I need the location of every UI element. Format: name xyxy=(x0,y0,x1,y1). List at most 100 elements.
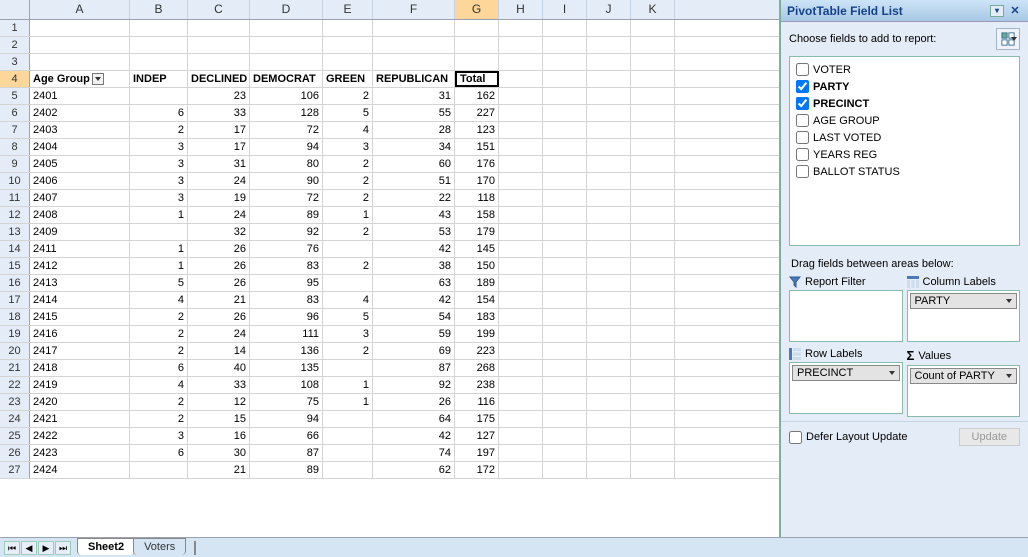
cell[interactable]: 51 xyxy=(373,173,455,189)
cell[interactable] xyxy=(631,394,675,410)
cell[interactable] xyxy=(631,411,675,427)
row-labels-area[interactable]: PRECINCT xyxy=(789,362,903,414)
field-item-voter[interactable]: VOTER xyxy=(794,61,1015,78)
cell[interactable]: 94 xyxy=(250,139,323,155)
cell[interactable]: 6 xyxy=(130,445,188,461)
cell[interactable]: 5 xyxy=(323,309,373,325)
cell[interactable]: DECLINED xyxy=(188,71,250,87)
cell[interactable] xyxy=(455,37,499,53)
cell[interactable]: DEMOCRAT xyxy=(250,71,323,87)
cell[interactable] xyxy=(323,20,373,36)
row-header[interactable]: 24 xyxy=(0,411,30,427)
field-item-ballot-status[interactable]: BALLOT STATUS xyxy=(794,163,1015,180)
field-checkbox[interactable] xyxy=(796,114,809,127)
cell[interactable] xyxy=(543,326,587,342)
cell[interactable]: 72 xyxy=(250,122,323,138)
cell[interactable]: 2 xyxy=(130,326,188,342)
cell[interactable]: 197 xyxy=(455,445,499,461)
cell[interactable]: 2414 xyxy=(30,292,130,308)
cell[interactable]: 162 xyxy=(455,88,499,104)
row-header[interactable]: 23 xyxy=(0,394,30,410)
cell[interactable]: 72 xyxy=(250,190,323,206)
cell[interactable]: 2418 xyxy=(30,360,130,376)
cell[interactable] xyxy=(130,88,188,104)
cell[interactable]: 4 xyxy=(323,122,373,138)
cell[interactable]: 19 xyxy=(188,190,250,206)
cell[interactable]: Total xyxy=(455,71,499,87)
cell[interactable] xyxy=(373,54,455,70)
cell[interactable] xyxy=(499,394,543,410)
area-chip[interactable]: PRECINCT xyxy=(792,365,900,381)
column-labels-area[interactable]: PARTY xyxy=(907,290,1021,342)
cell[interactable]: 154 xyxy=(455,292,499,308)
cell[interactable] xyxy=(499,309,543,325)
cell[interactable] xyxy=(543,224,587,240)
cell[interactable] xyxy=(250,20,323,36)
cell[interactable] xyxy=(587,88,631,104)
area-chip[interactable]: PARTY xyxy=(910,293,1018,309)
cell[interactable]: 87 xyxy=(373,360,455,376)
report-filter-area[interactable] xyxy=(789,290,903,342)
cell[interactable]: 176 xyxy=(455,156,499,172)
cell[interactable] xyxy=(499,258,543,274)
cell[interactable]: 2421 xyxy=(30,411,130,427)
cell[interactable] xyxy=(587,173,631,189)
cell[interactable]: 90 xyxy=(250,173,323,189)
cell[interactable]: 21 xyxy=(188,462,250,478)
cell[interactable] xyxy=(499,224,543,240)
cell[interactable]: 2406 xyxy=(30,173,130,189)
tab-nav-button[interactable]: ▶ xyxy=(38,541,54,555)
cell[interactable]: 3 xyxy=(130,428,188,444)
row-header[interactable]: 16 xyxy=(0,275,30,291)
cell[interactable] xyxy=(587,394,631,410)
cell[interactable] xyxy=(323,411,373,427)
cell[interactable]: 111 xyxy=(250,326,323,342)
cell[interactable]: 2 xyxy=(130,394,188,410)
cell[interactable]: 2 xyxy=(323,258,373,274)
cell[interactable] xyxy=(587,445,631,461)
cell[interactable]: 238 xyxy=(455,377,499,393)
cell[interactable]: 3 xyxy=(130,173,188,189)
cell[interactable] xyxy=(631,156,675,172)
cell[interactable] xyxy=(499,428,543,444)
cell[interactable] xyxy=(543,190,587,206)
cell[interactable]: 24 xyxy=(188,207,250,223)
cell[interactable]: 31 xyxy=(188,156,250,172)
row-header[interactable]: 12 xyxy=(0,207,30,223)
cell[interactable]: 23 xyxy=(188,88,250,104)
cell[interactable]: 2408 xyxy=(30,207,130,223)
row-header[interactable]: 1 xyxy=(0,20,30,36)
cell[interactable]: 33 xyxy=(188,377,250,393)
cell[interactable] xyxy=(499,275,543,291)
cell[interactable] xyxy=(543,88,587,104)
cell[interactable]: 199 xyxy=(455,326,499,342)
cell[interactable] xyxy=(543,445,587,461)
cell[interactable] xyxy=(587,20,631,36)
cell[interactable] xyxy=(587,54,631,70)
horizontal-scrollbar[interactable] xyxy=(194,541,1028,555)
cell[interactable] xyxy=(631,190,675,206)
values-area[interactable]: Count of PARTY xyxy=(907,365,1021,417)
cell[interactable] xyxy=(130,37,188,53)
cell[interactable] xyxy=(587,139,631,155)
pivot-panel-menu-dropdown[interactable]: ▾ xyxy=(990,5,1004,17)
cell[interactable]: 1 xyxy=(130,258,188,274)
defer-update-checkbox-label[interactable]: Defer Layout Update xyxy=(789,431,953,444)
cell[interactable] xyxy=(631,224,675,240)
pivot-field-list[interactable]: VOTERPARTYPRECINCTAGE GROUPLAST VOTEDYEA… xyxy=(789,56,1020,246)
cell[interactable]: 175 xyxy=(455,411,499,427)
cell[interactable]: 2424 xyxy=(30,462,130,478)
cell[interactable]: 145 xyxy=(455,241,499,257)
cell[interactable]: 30 xyxy=(188,445,250,461)
cell[interactable] xyxy=(499,445,543,461)
cell[interactable]: REPUBLICAN xyxy=(373,71,455,87)
chevron-down-icon[interactable] xyxy=(889,371,895,375)
cell[interactable] xyxy=(543,122,587,138)
cell[interactable]: 2413 xyxy=(30,275,130,291)
cell[interactable]: 63 xyxy=(373,275,455,291)
cell[interactable]: 118 xyxy=(455,190,499,206)
cell[interactable]: 128 xyxy=(250,105,323,121)
cell[interactable]: 76 xyxy=(250,241,323,257)
cell[interactable]: 24 xyxy=(188,326,250,342)
cell[interactable]: 170 xyxy=(455,173,499,189)
